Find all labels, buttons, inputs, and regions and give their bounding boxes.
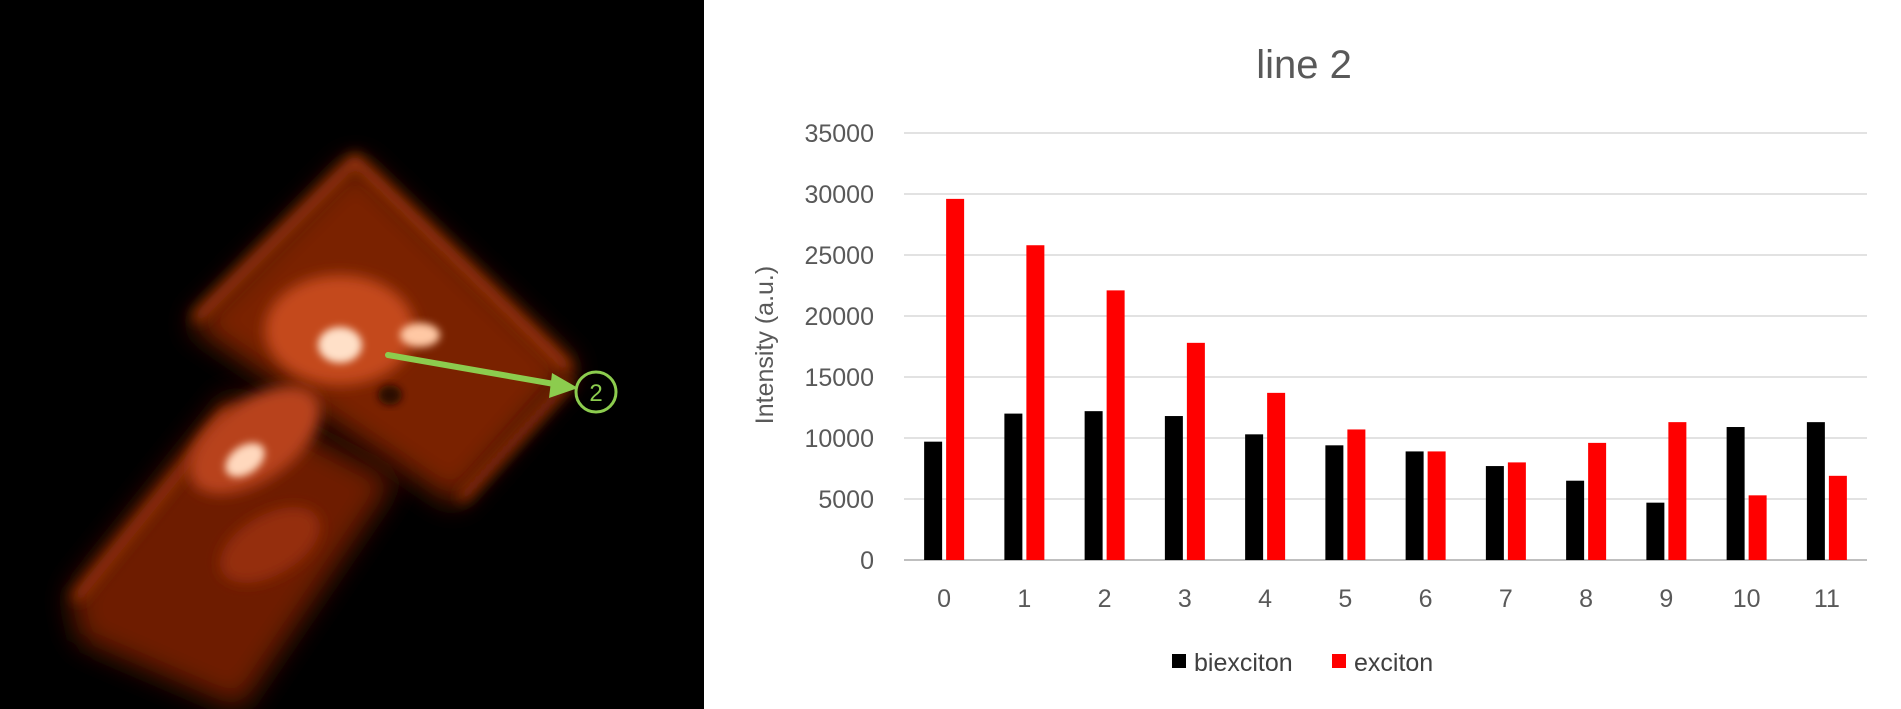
y-tick-label: 15000 [804,364,874,392]
bar-biexciton [1405,451,1424,560]
x-tick-label: 1 [1017,585,1031,613]
bar-biexciton [1646,502,1665,560]
bar-exciton [1427,451,1446,560]
bar-exciton [1748,495,1767,560]
luminescence-svg: 2 [0,0,704,709]
bar-chart: 0 5000 10000 15000 20000 25000 30000 35000 0 1 2 3… [751,43,1867,677]
bar-biexciton [1004,413,1023,560]
x-tick-labels: 0 1 2 3 4 5 6 7 8 9 10 11 [937,585,1840,613]
chart-title: line 2 [1256,43,1352,87]
x-tick-label: 11 [1814,585,1840,613]
bar-biexciton [1245,434,1264,560]
marker-label: 2 [589,380,602,407]
bar-exciton [1507,462,1526,560]
bars [924,198,1847,561]
bar-biexciton [1084,411,1103,560]
y-tick-label: 25000 [804,242,874,270]
bar-biexciton [1164,416,1183,560]
bar-biexciton [1485,466,1504,560]
line-arrow [385,352,578,398]
y-tick-label: 30000 [804,181,874,209]
x-tick-label: 4 [1258,585,1272,613]
y-tick-label: 20000 [804,303,874,331]
bar-exciton [1588,442,1607,560]
arrow-head-icon [549,373,578,398]
bar-exciton [1186,342,1205,560]
bar-biexciton [1726,427,1745,560]
bar-biexciton [1806,422,1825,560]
x-tick-label: 9 [1659,585,1673,613]
y-tick-label: 35000 [804,120,874,148]
y-tick-label: 0 [860,547,874,575]
legend-label-exciton: exciton [1354,649,1433,677]
chart-panel: 0 5000 10000 15000 20000 25000 30000 35000 0 1 2 3… [704,0,1901,709]
x-tick-label: 8 [1579,585,1593,613]
bar-exciton [1668,422,1687,560]
bar-exciton [1828,475,1847,560]
y-tick-labels: 0 5000 10000 15000 20000 25000 30000 35000 [804,120,874,575]
x-tick-label: 0 [937,585,951,613]
y-tick-label: 10000 [804,425,874,453]
crystal-glow [70,152,575,709]
legend-swatch-exciton [1332,654,1346,668]
x-tick-label: 5 [1338,585,1352,613]
y-tick-label: 5000 [818,486,874,514]
bar-biexciton [1325,445,1344,560]
x-tick-label: 2 [1098,585,1112,613]
bar-exciton [1026,245,1045,561]
grid-lines [904,132,1867,561]
bar-biexciton [1566,480,1585,560]
x-tick-label: 7 [1499,585,1513,613]
x-tick-label: 6 [1419,585,1433,613]
legend: biexciton exciton [1172,649,1433,677]
x-tick-label: 3 [1178,585,1192,613]
y-axis-title: Intensity (a.u.) [751,266,779,424]
bar-exciton [1347,429,1366,560]
bar-biexciton [924,441,943,560]
luminescence-image: 2 [0,0,704,709]
legend-swatch-biexciton [1172,654,1186,668]
bar-exciton [1267,392,1286,560]
bar-exciton [1106,290,1125,560]
legend-label-biexciton: biexciton [1194,649,1293,677]
x-tick-label: 10 [1733,585,1761,613]
line-marker: 2 [574,370,618,414]
bar-exciton [946,198,965,560]
marker-circle-icon [574,370,618,414]
